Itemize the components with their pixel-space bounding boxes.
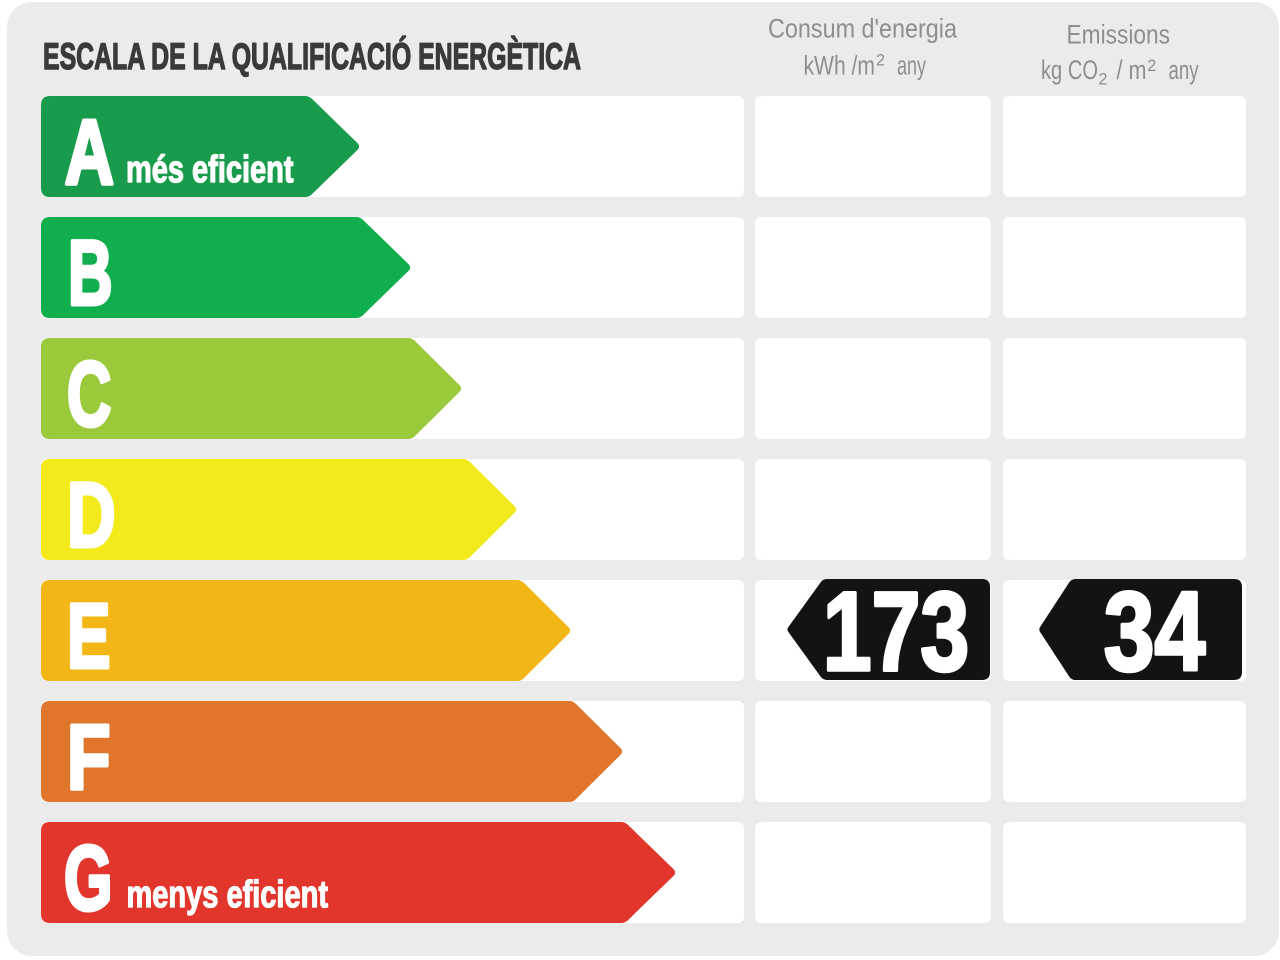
svg-text:ESCALA DE LA QUALIFICACIÓ ENER: ESCALA DE LA QUALIFICACIÓ ENERGÈTICA [43,35,581,77]
svg-text:Emissions: Emissions [1067,20,1171,50]
svg-text:B: B [68,223,113,325]
svg-text:2: 2 [876,52,885,70]
svg-text:any: any [897,50,926,80]
svg-text:més eficient: més eficient [126,149,294,191]
svg-text:D: D [67,465,116,567]
svg-text:kg CO: kg CO [1041,55,1098,85]
svg-text:Consum d'energia: Consum d'energia [768,13,958,43]
svg-text:E: E [67,586,111,688]
svg-text:2: 2 [1147,57,1156,75]
svg-text:G: G [64,828,113,930]
svg-text:2: 2 [1099,71,1108,89]
svg-text:F: F [67,707,111,809]
svg-text:A: A [65,102,114,204]
svg-text:C: C [67,344,111,446]
svg-text:34: 34 [1104,569,1206,694]
svg-text:173: 173 [823,569,970,694]
svg-text:any: any [1169,55,1199,85]
svg-text:kWh /m: kWh /m [804,50,876,80]
svg-text:menys eficient: menys eficient [127,874,329,916]
svg-text:/ m: / m [1117,55,1147,85]
